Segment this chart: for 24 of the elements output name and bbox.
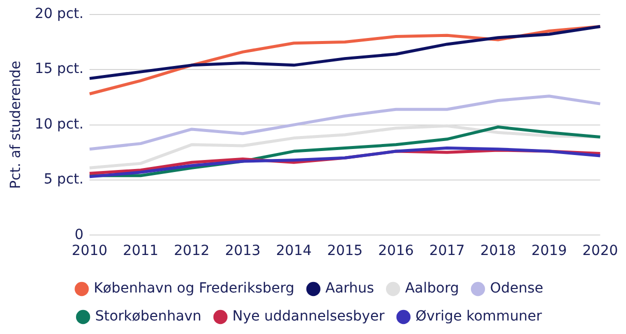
x-tick-label: 2020 — [582, 243, 618, 260]
legend-label: Aarhus — [325, 280, 374, 297]
x-tick-label: 2019 — [531, 243, 567, 260]
y-tick-label: 15 pct. — [34, 61, 84, 78]
y-axis-title: Pct. af studerende — [8, 60, 24, 189]
x-tick-label: 2010 — [72, 243, 108, 260]
y-tick-label: 20 pct. — [34, 6, 84, 22]
x-tick-label: 2015 — [327, 243, 363, 260]
legend-label: Odense — [490, 280, 544, 297]
legend-label: Aalborg — [405, 280, 459, 297]
legend-label: København og Frederiksberg — [94, 280, 294, 297]
legend-label: Øvrige kommuner — [415, 308, 542, 325]
x-tick-label: 2011 — [122, 243, 158, 260]
legend-label: Nye uddannelsesbyer — [232, 308, 385, 325]
x-tick-label: 2012 — [174, 243, 210, 260]
x-tick-label: 2014 — [276, 243, 312, 260]
y-tick-label: 0 — [74, 226, 84, 243]
x-tick-label: 2017 — [429, 243, 465, 260]
x-tick-label: 2013 — [224, 243, 261, 260]
y-tick-label: 5 pct. — [44, 172, 84, 188]
y-tick-label: 10 pct. — [34, 116, 84, 132]
x-tick-label: 2016 — [378, 243, 414, 260]
legend-label: Storkøbenhavn — [95, 308, 202, 325]
x-tick-label: 2018 — [480, 243, 516, 260]
